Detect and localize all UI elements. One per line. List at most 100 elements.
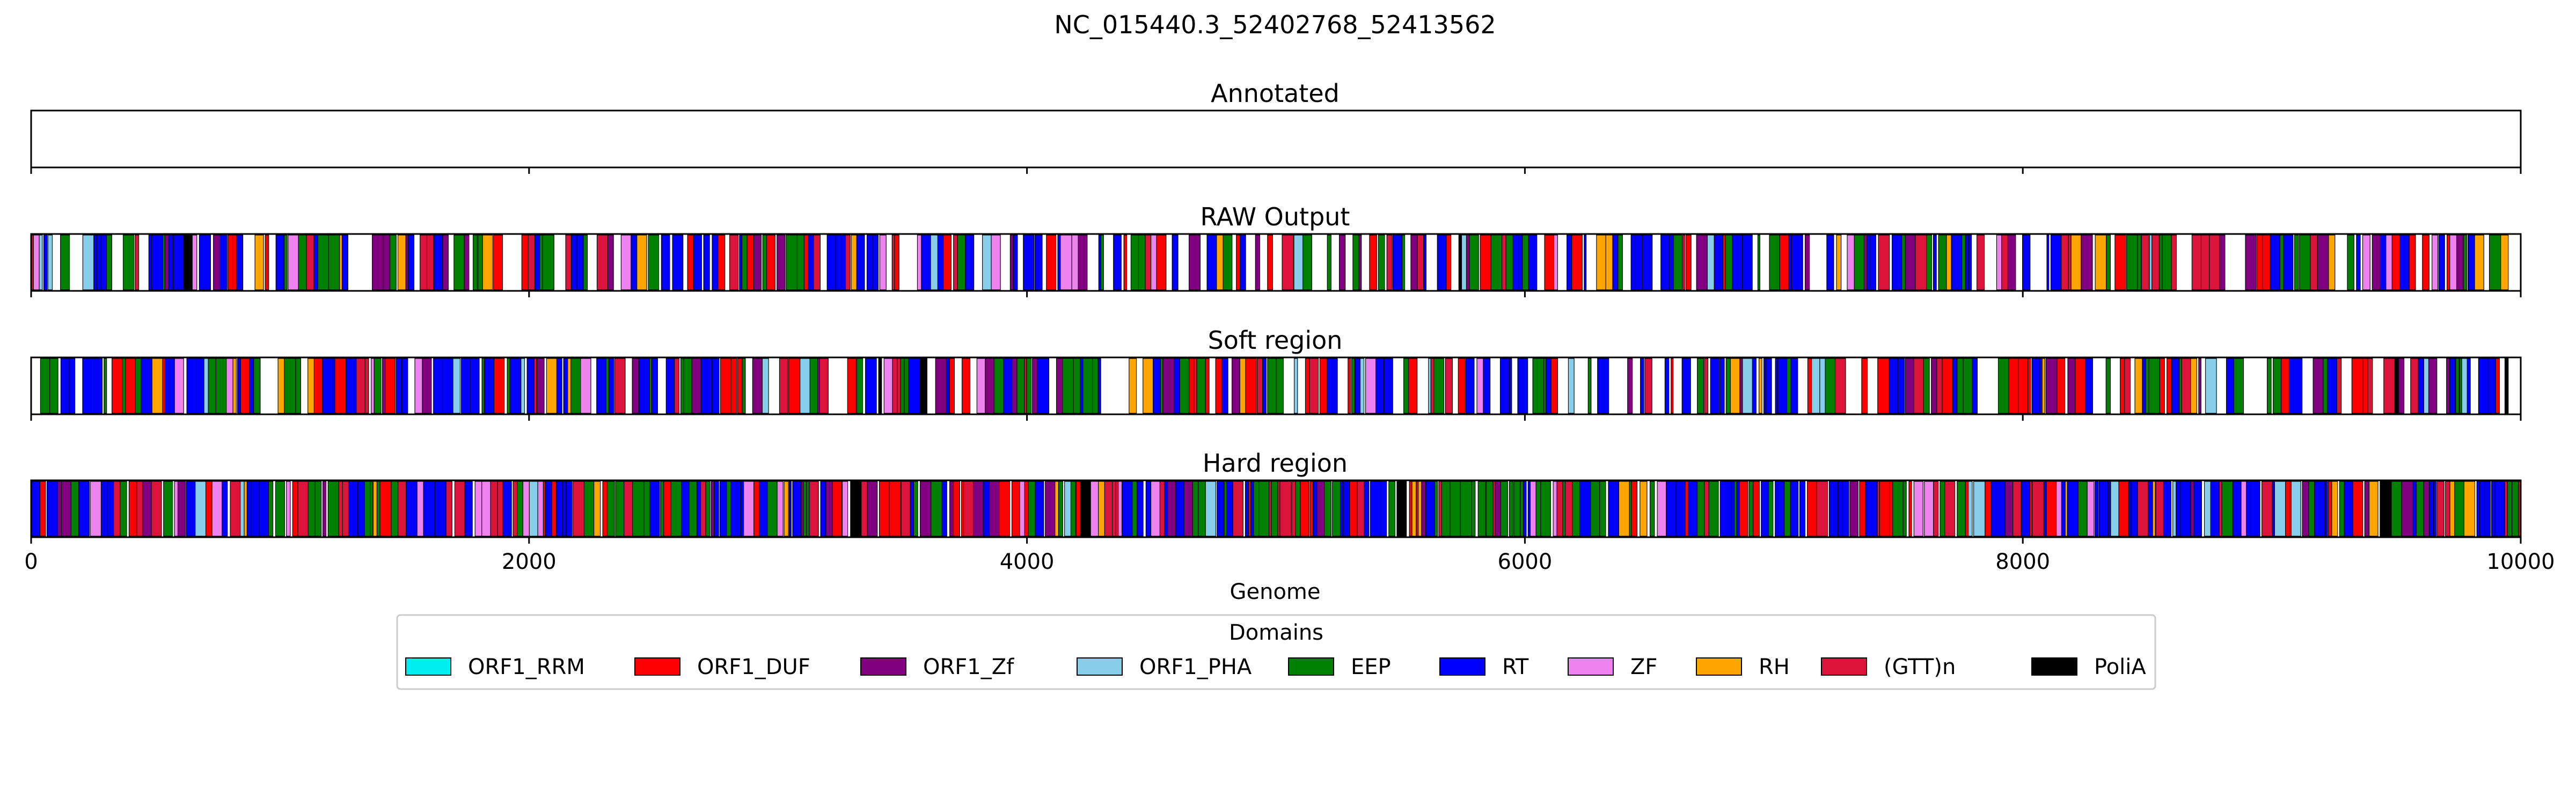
domain-segment [533,358,537,414]
domain-segment [1977,235,1985,290]
panel-frame [30,479,2522,538]
domain-segment [1889,358,1898,414]
domain-segment [1869,235,1877,290]
domain-segment [1402,235,1406,290]
domain-segment [2391,235,2401,290]
domain-segment [719,481,727,537]
domain-segment [777,235,786,290]
domain-segment [1605,235,1613,290]
domain-segment [1936,358,1943,414]
domain-segment [845,235,851,290]
panel-title: Hard region [1203,449,1348,478]
domain-segment [490,481,498,537]
domain-segment [2369,481,2379,537]
domain-segment [1078,235,1088,290]
domain-segment [1681,358,1691,414]
domain-segment [1239,358,1246,414]
legend-item: RT [1439,655,1529,679]
domain-segment [2385,235,2392,290]
domain-segment [2294,235,2299,290]
domain-segment [1704,358,1709,414]
domain-segment [136,481,143,537]
domain-segment [1223,235,1233,290]
domain-segment [453,235,465,290]
domain-segment [1145,481,1151,537]
domain-segment [784,481,789,537]
domain-segment [1245,481,1249,537]
domain-segment [2105,358,2111,414]
legend-label: RH [1759,655,1790,679]
domain-segment [1996,235,2002,290]
domain-segment [186,358,197,414]
domain-segment [788,358,801,414]
domain-segment [1854,235,1865,290]
domain-segment [168,235,174,290]
domain-segment [1644,358,1652,414]
domain-segment [700,481,706,537]
domain-segment [539,235,543,290]
domain-segment [1842,481,1849,537]
domain-segment [1923,358,1930,414]
domain-segment [2293,358,2303,414]
domain-segment [606,481,615,537]
domain-segment [1933,481,1939,537]
domain-segment [49,358,58,414]
domain-segment [521,235,529,290]
domain-segment [470,358,480,414]
domain-segment [1100,235,1104,290]
domain-segment [2391,481,2402,537]
domain-segment [2262,481,2273,537]
domain-segment [687,235,694,290]
domain-segment [1495,481,1501,537]
domain-segment [1469,235,1479,290]
domain-segment [1505,235,1513,290]
domain-segment [1483,358,1491,414]
domain-segment [2190,358,2198,414]
domain-segment [2031,358,2040,414]
domain-segment [2270,235,2281,290]
domain-segment [826,235,836,290]
domain-segment [1062,358,1074,414]
domain-segment [298,235,307,290]
domain-segment [1267,235,1273,290]
domain-segment [1902,481,1907,537]
domain-segment [372,481,378,537]
domain-segment [460,358,471,414]
domain-segment [712,235,719,290]
domain-segment [1172,235,1179,290]
domain-segment [949,358,955,414]
domain-segment [1522,235,1529,290]
domain-segment [1112,481,1116,537]
domain-segment [1965,481,1969,537]
domain-segment [254,235,264,290]
domain-segment [433,358,443,414]
domain-segment [151,481,162,537]
domain-segment [2364,481,2369,537]
domain-segment [572,481,585,537]
domain-segment [1517,358,1528,414]
domain-segment [631,235,638,290]
domain-segment [334,358,347,414]
domain-segment [1423,235,1426,290]
domain-segment [2137,481,2149,537]
domain-segment [1719,481,1732,537]
domain-segment [2007,235,2016,290]
domain-segment [788,481,792,537]
domain-segment [985,358,995,414]
domain-segment [2327,358,2337,414]
domain-segment [953,481,961,537]
domain-segment [1951,235,1963,290]
domain-segment [1430,358,1435,414]
domain-segment [1535,481,1541,537]
domain-segment [2394,358,2399,414]
domain-segment [2004,481,2014,537]
domain-segment [2163,481,2172,537]
domain-segment [537,481,544,537]
track-panel: RAW Output [30,202,2522,297]
domain-segment [566,481,573,537]
legend-label: ORF1_Zf [923,655,1014,679]
domain-segment [1682,235,1686,290]
domain-segment [1380,481,1387,537]
domain-segment [1734,481,1737,537]
domain-segment [1931,358,1937,414]
